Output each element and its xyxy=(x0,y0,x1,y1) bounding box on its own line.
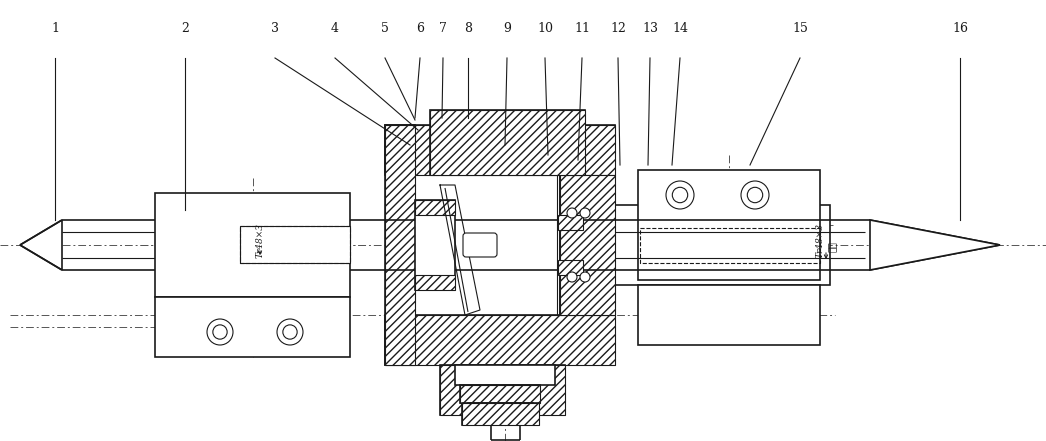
Circle shape xyxy=(579,208,590,218)
Bar xyxy=(385,125,615,175)
Circle shape xyxy=(673,187,687,203)
Text: 11: 11 xyxy=(574,22,590,34)
Polygon shape xyxy=(20,220,62,270)
Bar xyxy=(385,315,615,365)
Bar xyxy=(385,125,415,365)
Polygon shape xyxy=(870,220,1000,270)
Bar xyxy=(440,365,565,415)
Text: 2: 2 xyxy=(181,22,189,34)
Bar xyxy=(460,385,540,403)
Text: 5: 5 xyxy=(381,22,389,34)
Bar xyxy=(558,215,583,230)
Bar xyxy=(385,125,415,365)
Text: 6: 6 xyxy=(416,22,424,34)
Bar xyxy=(155,297,350,357)
Text: 14: 14 xyxy=(672,22,688,34)
Text: 4: 4 xyxy=(331,22,339,34)
Circle shape xyxy=(741,181,769,209)
Bar xyxy=(460,385,540,403)
Bar xyxy=(415,175,560,315)
Bar xyxy=(385,125,615,175)
Circle shape xyxy=(747,187,763,203)
Bar xyxy=(638,285,820,345)
Text: 7: 7 xyxy=(439,22,447,34)
Bar xyxy=(240,226,350,263)
Bar xyxy=(385,315,615,365)
Bar xyxy=(455,365,555,385)
Text: 3: 3 xyxy=(271,22,279,34)
Bar xyxy=(462,403,539,425)
Text: 左旋: 左旋 xyxy=(828,242,838,252)
Bar xyxy=(430,110,585,175)
Text: 8: 8 xyxy=(464,22,472,34)
Text: 13: 13 xyxy=(642,22,658,34)
Bar xyxy=(560,175,615,315)
Text: Tr48×3: Tr48×3 xyxy=(816,224,824,258)
Circle shape xyxy=(579,272,590,282)
Text: 12: 12 xyxy=(610,22,626,34)
Text: 15: 15 xyxy=(792,22,808,34)
Bar xyxy=(440,365,565,415)
Circle shape xyxy=(567,272,577,282)
Bar xyxy=(560,175,615,315)
Text: Tr48×3: Tr48×3 xyxy=(255,224,265,258)
Circle shape xyxy=(207,319,233,345)
Text: 1: 1 xyxy=(51,22,59,34)
Bar xyxy=(468,403,533,418)
Text: 16: 16 xyxy=(952,22,968,34)
Bar xyxy=(638,170,820,280)
Bar xyxy=(155,193,350,297)
Bar xyxy=(615,205,829,285)
FancyBboxPatch shape xyxy=(463,233,497,257)
Text: 9: 9 xyxy=(503,22,510,34)
Circle shape xyxy=(212,325,227,339)
Bar xyxy=(415,200,455,290)
Circle shape xyxy=(282,325,297,339)
Circle shape xyxy=(567,208,577,218)
Circle shape xyxy=(277,319,303,345)
Text: 10: 10 xyxy=(537,22,553,34)
Bar xyxy=(415,200,455,215)
Bar xyxy=(430,110,585,175)
Bar xyxy=(558,260,583,275)
Bar xyxy=(640,228,820,263)
Bar xyxy=(415,275,455,290)
Circle shape xyxy=(666,181,693,209)
Bar xyxy=(240,226,350,263)
Bar xyxy=(462,403,539,425)
